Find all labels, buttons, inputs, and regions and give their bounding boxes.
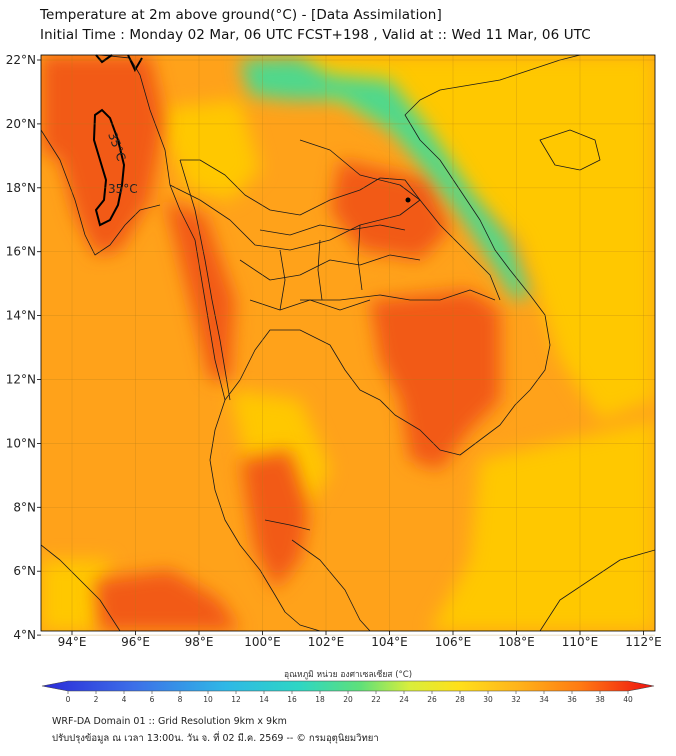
colorbar-tick-label: 4 (122, 695, 127, 704)
colorbar-tick-label: 36 (567, 695, 577, 704)
lat-label: 4°N (13, 628, 36, 642)
cool-highland-areas (240, 58, 530, 300)
gulf-coastline (224, 55, 581, 456)
axis-ticks: 94°E 96°E 98°E 100°E 102°E 104°E 106°E 108°E 110… (6, 53, 662, 649)
colorbar-tick-label: 20 (343, 695, 353, 704)
colorbar-tick-label: 24 (399, 695, 409, 704)
bay-of-bengal-coast (41, 129, 161, 256)
lat-label: 22°N (6, 53, 36, 67)
lat-label: 12°N (6, 373, 36, 387)
colorbar-tick-label: 38 (595, 695, 605, 704)
lat-label: 16°N (6, 245, 36, 259)
colorbar-tick-label: 32 (511, 695, 521, 704)
lon-label: 94°E (58, 635, 87, 649)
lon-label: 98°E (185, 635, 214, 649)
lon-label: 104°E (371, 635, 408, 649)
border-cambodia (300, 289, 496, 301)
lon-label: 110°E (562, 635, 599, 649)
colorbar-tick-label: 8 (178, 695, 183, 704)
chart-title: Temperature at 2m above ground(°C) - [Da… (40, 7, 442, 23)
map-frame (40, 54, 656, 632)
location-marker-icon (405, 197, 411, 203)
lat-label: 18°N (6, 181, 36, 195)
contour-35c (92, 54, 143, 227)
colorbar-tick-label: 10 (203, 695, 213, 704)
lat-label: 14°N (6, 309, 36, 323)
lat-label: 8°N (13, 500, 36, 514)
colorbar-tick-label: 6 (150, 695, 155, 704)
borneo-coast (539, 549, 655, 631)
footer-model-info: WRF-DA Domain 01 :: Grid Resolution 9km … (52, 716, 287, 727)
colorbar-tick-label: 22 (371, 695, 381, 704)
provinces-2 (249, 299, 371, 311)
temperature-map: 35°C 35°C 94°E 96°E 98°E 100°E 102°E 104°E 106… (6, 53, 662, 649)
lon-label: 100°E (244, 635, 281, 649)
mainland-coastline (99, 55, 321, 631)
lon-label: 112°E (625, 635, 662, 649)
coastlines-borders (41, 55, 655, 631)
colorbar-tick-label: 28 (455, 695, 465, 704)
colorbar-tick-label: 40 (623, 695, 633, 704)
border-thailand-outline (169, 159, 421, 251)
colorbar-tick-label: 34 (539, 695, 549, 704)
colorbar-tick-label: 18 (315, 695, 325, 704)
chart-subtitle: Initial Time : Monday 02 Mar, 06 UTC FCS… (40, 27, 591, 43)
provinces-1 (239, 254, 421, 281)
lat-label: 10°N (6, 436, 36, 450)
border-laos-vietnam (299, 139, 501, 301)
footer-credit: ปรับปรุงข้อมูล ณ เวลา 13:00น. วัน จ. ที่… (52, 733, 379, 744)
provinces-4 (279, 224, 363, 311)
hot-land-areas (41, 55, 500, 631)
lat-label: 6°N (13, 564, 36, 578)
sumatra-coast (41, 544, 121, 631)
colorbar-tick-label: 30 (483, 695, 493, 704)
colorbar-gradient (41, 680, 655, 692)
lon-label: 108°E (498, 635, 535, 649)
lon-label: 96°E (121, 635, 150, 649)
colorbar-tick-label: 26 (427, 695, 437, 704)
colorbar-tick-label: 2 (94, 695, 99, 704)
colorbar-tick-label: 16 (287, 695, 297, 704)
lon-label: 106°E (435, 635, 472, 649)
colorbar-tick-label: 14 (259, 695, 269, 704)
lon-label: 102°E (308, 635, 345, 649)
contour-label-35c-2: 35°C (108, 182, 138, 196)
colorbar-tick-label: 12 (231, 695, 241, 704)
temperature-field (41, 55, 655, 631)
graticule (41, 55, 655, 636)
colorbar-title: อุณหภูมิ หน่วย องศาเซลเซียส (°C) (284, 669, 412, 680)
border-myanmar-thai (179, 159, 231, 401)
colorbar-ticks: 0 2 4 6 8 10 12 14 16 18 20 22 24 26 28 30 32 34 36 38 40 (66, 691, 633, 704)
malay-east-coast (291, 539, 371, 631)
provinces-3 (259, 224, 406, 236)
lat-label: 20°N (6, 117, 36, 131)
hainan-island (539, 129, 601, 171)
border-malaysia (264, 519, 311, 531)
colorbar-tick-label: 0 (66, 695, 71, 704)
